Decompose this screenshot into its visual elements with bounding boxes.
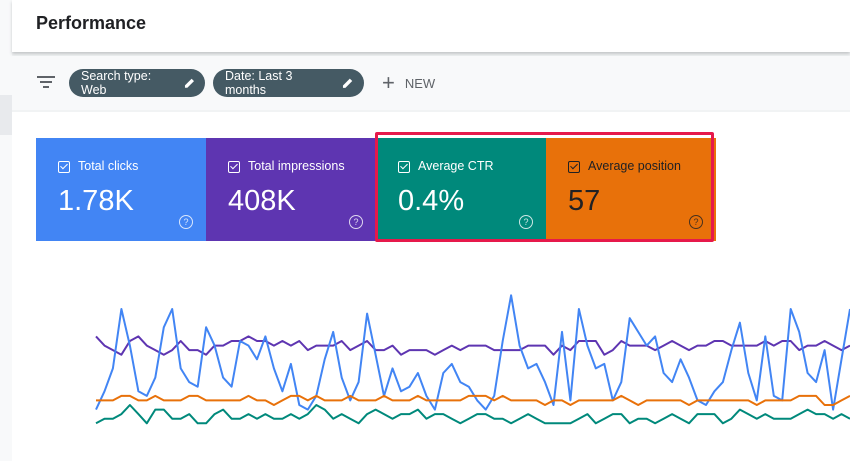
metric-card-average-ctr[interactable]: Average CTR 0.4% ? bbox=[376, 138, 546, 241]
metric-value: 1.78K bbox=[58, 185, 134, 217]
help-icon[interactable]: ? bbox=[349, 215, 363, 229]
help-icon[interactable]: ? bbox=[689, 215, 703, 229]
metric-label: Total clicks bbox=[78, 159, 139, 173]
highlight-box bbox=[375, 132, 714, 242]
page-header: Performance bbox=[12, 0, 850, 52]
pencil-icon[interactable] bbox=[184, 77, 195, 89]
metric-card-total-clicks[interactable]: Total clicks 1.78K ? bbox=[36, 138, 206, 241]
new-filter-label: NEW bbox=[404, 75, 436, 91]
left-nav-selected bbox=[0, 95, 12, 135]
filter-bar: Search type: Web Date: Last 3 months + N… bbox=[12, 56, 850, 110]
metric-cards: Total clicks 1.78K ? Total impressions 4… bbox=[36, 138, 716, 241]
search-type-chip-label: Search type: Web bbox=[81, 69, 152, 97]
chart-series-line-0 bbox=[95, 335, 850, 356]
help-icon[interactable]: ? bbox=[179, 215, 193, 229]
performance-chart bbox=[95, 294, 850, 425]
metric-label: Total impressions bbox=[248, 159, 345, 173]
metric-card-total-impressions[interactable]: Total impressions 408K ? bbox=[206, 138, 376, 241]
date-range-chip[interactable]: Date: Last 3 months bbox=[213, 69, 364, 97]
plus-icon: + bbox=[382, 70, 395, 95]
search-type-chip[interactable]: Search type: Web bbox=[69, 69, 205, 97]
date-range-chip-label: Date: Last 3 months bbox=[225, 69, 293, 97]
filter-icon[interactable] bbox=[37, 74, 55, 90]
pencil-icon[interactable] bbox=[342, 77, 354, 89]
left-nav-strip bbox=[0, 0, 12, 461]
checkbox-icon[interactable] bbox=[228, 161, 240, 173]
metric-value: 57 bbox=[568, 185, 601, 217]
new-filter-button[interactable]: + NEW bbox=[382, 70, 436, 95]
metric-label: Average position bbox=[588, 159, 681, 173]
chart-series-line-1 bbox=[95, 294, 850, 411]
checkbox-icon[interactable] bbox=[58, 161, 70, 173]
page-title: Performance bbox=[36, 13, 147, 33]
performance-content: Total clicks 1.78K ? Total impressions 4… bbox=[12, 112, 850, 461]
metric-value: 408K bbox=[228, 185, 296, 217]
chart-series-line-3 bbox=[95, 404, 850, 425]
checkbox-icon[interactable] bbox=[398, 161, 410, 173]
metric-value: 0.4% bbox=[398, 185, 465, 217]
chart-series-line-2 bbox=[96, 394, 850, 406]
checkbox-icon[interactable] bbox=[568, 161, 580, 173]
metric-card-average-position[interactable]: Average position 57 ? bbox=[546, 138, 716, 241]
help-icon[interactable]: ? bbox=[519, 215, 533, 229]
metric-label: Average CTR bbox=[418, 159, 494, 173]
